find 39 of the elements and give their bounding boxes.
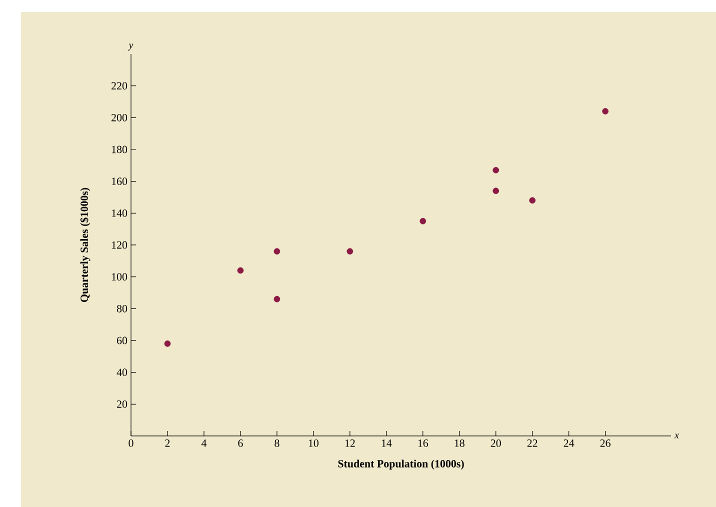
x-tick-label: 12 <box>345 440 355 447</box>
y-tick-label: 120 <box>112 241 128 249</box>
point <box>420 218 426 224</box>
x-tick-label: 26 <box>600 440 610 447</box>
x-axis-title: Student Population (1000s) <box>338 460 464 470</box>
y-tick-label: 80 <box>116 304 128 312</box>
y-tick-label: 100 <box>112 273 128 281</box>
y-tick-label: 160 <box>112 178 128 186</box>
point <box>602 108 609 114</box>
x-tick-label: 16 <box>418 440 428 447</box>
y-tick-label: 220 <box>112 82 128 90</box>
x-tick-label: 14 <box>382 440 392 447</box>
y-tick-label: 40 <box>116 368 128 376</box>
x-tick-label: 22 <box>527 440 538 447</box>
y-tick-label: 20 <box>117 400 128 408</box>
x-tick-label: 10 <box>308 440 319 447</box>
y-tick-label: 200 <box>112 114 128 122</box>
x-tick-label: 4 <box>201 440 207 447</box>
x-tick-label: 20 <box>490 440 501 447</box>
x-tick-label: 18 <box>454 440 464 447</box>
point <box>274 296 280 302</box>
y-tick-label: 140 <box>112 209 128 217</box>
x-tick-label: 6 <box>238 440 243 447</box>
x-tick-label: 0 <box>128 440 134 447</box>
y-axis-title: Quarterly Sales ($1000s) <box>80 188 90 302</box>
point <box>274 248 280 255</box>
point <box>492 188 500 194</box>
y-tick-label: 180 <box>112 146 128 154</box>
text: x <box>674 434 679 438</box>
point <box>529 197 536 204</box>
point <box>346 248 354 255</box>
x-tick-label: 24 <box>564 440 574 447</box>
point <box>492 166 500 174</box>
x-tick-label: 8 <box>274 440 280 447</box>
x-tick-label: 2 <box>165 440 170 447</box>
point <box>237 267 244 274</box>
y-tick-label: 60 <box>117 336 128 344</box>
text: y <box>128 44 134 50</box>
point <box>164 340 171 347</box>
